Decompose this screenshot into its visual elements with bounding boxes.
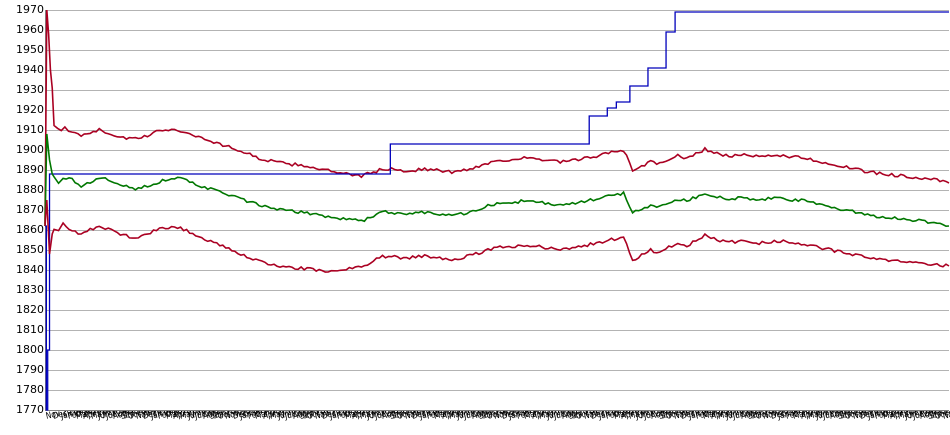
y-axis-tick-label: 1780 [16, 383, 44, 396]
y-axis-tick-label: 1870 [16, 203, 44, 216]
gridlines [45, 10, 949, 411]
y-axis-tick-label: 1790 [16, 363, 44, 376]
y-axis-tick-label: 1850 [16, 243, 44, 256]
y-axis-tick-label: 1950 [16, 43, 44, 56]
y-axis-tick-label: 1840 [16, 263, 44, 276]
y-axis-tick-label: 1920 [16, 103, 44, 116]
y-axis-tick-labels: 1970 1960 1950 1940 1930 1920 1910 1900 1890 1880… [0, 0, 44, 435]
y-axis-tick-label: 1910 [16, 123, 44, 136]
series-line-upper-red-band [44, 9, 950, 225]
series-line-green-band [44, 133, 950, 228]
y-axis-tick-label: 1800 [16, 343, 44, 356]
y-axis-tick-label: 1930 [16, 83, 44, 96]
series-line-blue-step-line [45, 11, 949, 411]
y-axis-tick-label: 1960 [16, 23, 44, 36]
y-axis-tick-label: 1770 [16, 403, 44, 416]
data-series-layer [44, 9, 950, 411]
y-axis-tick-label: 1830 [16, 283, 44, 296]
y-axis-tick-label: 1860 [16, 223, 44, 236]
x-axis-tick-labels: Nov 2011 Dec 2011 Jan 2012 Feb 2012 Mar 2012… [45, 411, 950, 435]
series-line-lower-red-band [44, 199, 950, 273]
y-axis-tick-label: 1810 [16, 323, 44, 336]
y-axis-tick-label: 1940 [16, 63, 44, 76]
y-axis-tick-label: 1880 [16, 183, 44, 196]
y-axis-tick-label: 1970 [16, 3, 44, 16]
y-axis-tick-label: 1890 [16, 163, 44, 176]
y-axis-tick-label: 1820 [16, 303, 44, 316]
y-axis-tick-label: 1900 [16, 143, 44, 156]
